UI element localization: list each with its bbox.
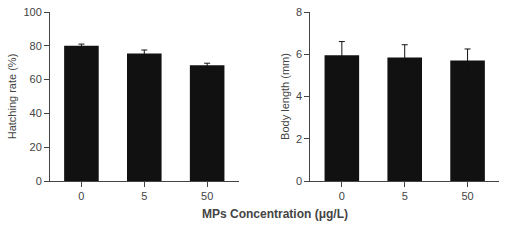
svg-text:50: 50 [201, 190, 213, 202]
svg-text:0: 0 [339, 190, 345, 202]
svg-text:MPs Concentration (μg/L): MPs Concentration (μg/L) [202, 207, 348, 221]
svg-text:Hatching rate (%): Hatching rate (%) [6, 54, 18, 140]
svg-text:8: 8 [296, 6, 302, 18]
svg-text:40: 40 [30, 107, 42, 119]
svg-text:Body length (mm): Body length (mm) [279, 53, 291, 140]
svg-text:20: 20 [30, 141, 42, 153]
svg-text:50: 50 [461, 190, 473, 202]
svg-text:5: 5 [141, 190, 147, 202]
svg-text:80: 80 [30, 40, 42, 52]
svg-text:100: 100 [23, 6, 41, 18]
svg-text:4: 4 [296, 90, 302, 102]
svg-text:5: 5 [402, 190, 408, 202]
svg-text:6: 6 [296, 48, 302, 60]
svg-text:0: 0 [36, 175, 42, 187]
svg-text:2: 2 [296, 133, 302, 145]
svg-text:60: 60 [30, 73, 42, 85]
svg-text:0: 0 [296, 175, 302, 187]
svg-text:0: 0 [78, 190, 84, 202]
